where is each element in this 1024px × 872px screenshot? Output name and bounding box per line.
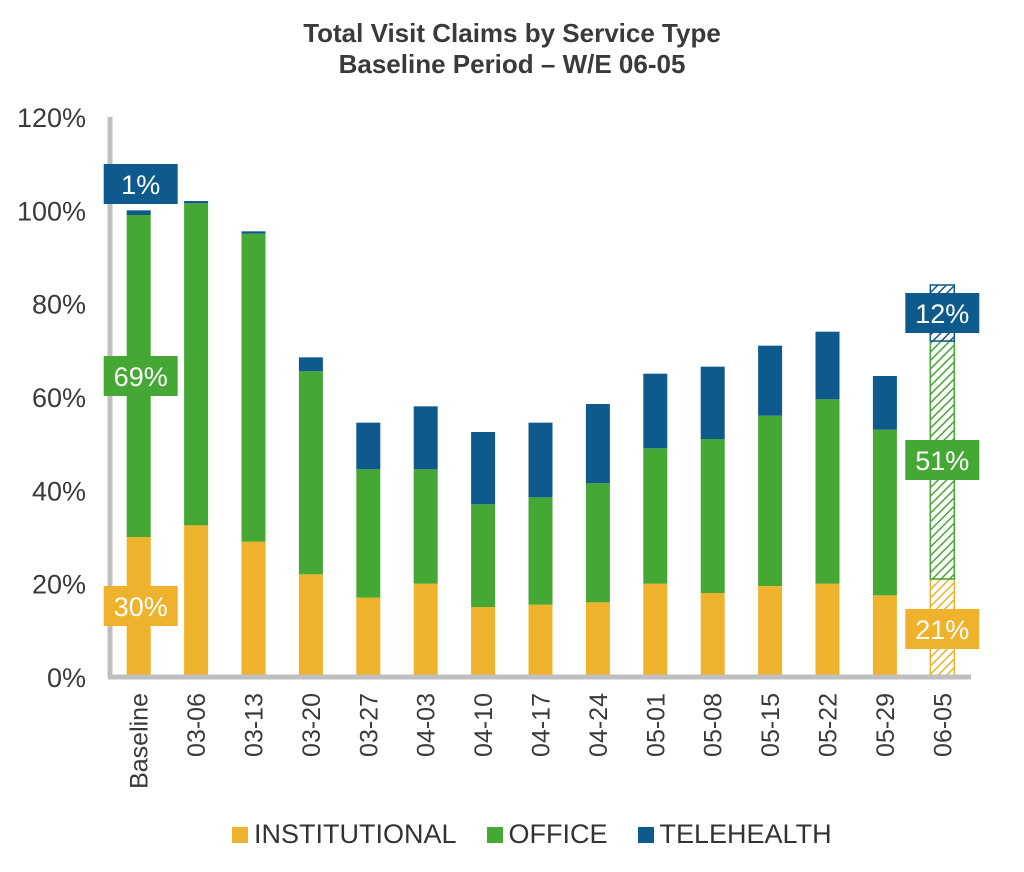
data-label-office-Baseline: 69% [103, 356, 178, 396]
y-tick-label: 100% [17, 196, 86, 226]
bar-telehealth-03-27 [356, 422, 381, 470]
y-tick-label: 120% [17, 103, 86, 133]
data-label-box [103, 164, 178, 204]
legend-item-telehealth: TELEHEALTH [637, 819, 832, 850]
bar-telehealth-05-29 [872, 376, 897, 430]
bar-telehealth-03-20 [298, 357, 323, 372]
bar-institutional-04-10 [471, 607, 496, 677]
legend-swatch-office [486, 826, 503, 843]
x-tick-label: 03-20 [298, 693, 326, 757]
legend-label-telehealth: TELEHEALTH [659, 819, 832, 849]
bar-institutional-05-08 [700, 593, 725, 677]
data-label-box [905, 609, 980, 649]
chart-subtitle: Baseline Period – W/E 06-05 [338, 49, 686, 79]
chart-title-main: Total Visit Claims by Service Type [303, 18, 721, 48]
bar-office-04-17 [528, 497, 553, 605]
bars-group [126, 201, 956, 678]
bar-office-05-22 [815, 399, 840, 584]
x-tick-label: 04-03 [413, 693, 441, 757]
legend-swatch-institutional [232, 826, 248, 843]
data-label-box [905, 293, 980, 333]
x-tick-label: 06-05 [929, 693, 957, 757]
x-tick-label: 05-15 [757, 693, 785, 757]
bar-institutional-04-03 [413, 583, 438, 677]
data-label-box [103, 586, 178, 626]
bar-office-04-24 [585, 483, 610, 603]
bar-institutional-05-29 [872, 595, 897, 677]
y-tick-label: 80% [32, 290, 86, 320]
x-tick-label: 04-10 [470, 693, 498, 757]
bar-institutional-04-24 [585, 602, 610, 677]
bar-institutional-03-27 [356, 597, 381, 677]
x-tick-label: 05-01 [642, 693, 670, 757]
data-label-telehealth-Baseline: 1% [103, 164, 178, 204]
chart-title: Total Visit Claims by Service Type Basel… [0, 18, 1024, 80]
bar-telehealth-03-06 [184, 201, 209, 204]
bar-institutional-04-17 [528, 604, 553, 677]
bar-telehealth-05-01 [643, 373, 668, 449]
data-label-text: 1% [121, 170, 160, 200]
legend-item-office: OFFICE [486, 819, 608, 850]
bar-institutional-03-13 [241, 541, 266, 677]
bar-office-05-29 [872, 429, 897, 596]
y-tick-label: 20% [32, 570, 86, 600]
bar-telehealth-04-17 [528, 422, 553, 498]
y-tick-label: 60% [32, 383, 86, 413]
bar-telehealth-05-22 [815, 331, 840, 400]
bar-telehealth-03-13 [241, 231, 266, 234]
y-tick-label: 0% [47, 663, 86, 693]
x-tick-label: 03-06 [183, 693, 211, 757]
data-label-text: 51% [915, 446, 969, 476]
x-tick-label: 05-08 [700, 693, 728, 757]
axes-group: 0% 20% 40% 60% 80% 100% 120% Baseline 03-06 03-13… [17, 103, 971, 789]
bar-institutional-03-06 [184, 525, 209, 677]
x-tick-label: 03-27 [355, 693, 383, 757]
data-label-institutional-06-05: 21% [905, 609, 980, 649]
bar-telehealth-04-10 [471, 432, 496, 505]
bar-office-03-27 [356, 469, 381, 598]
data-label-box [103, 356, 178, 396]
data-label-box [905, 440, 980, 480]
y-tick-label: 40% [32, 476, 86, 506]
bar-office-04-10 [471, 504, 496, 607]
x-tick-label: 05-22 [815, 693, 843, 757]
x-tick-label: 05-29 [872, 693, 900, 757]
x-tick-label: 03-13 [241, 693, 269, 757]
bar-office-05-08 [700, 439, 725, 593]
legend: INSTITUTIONAL OFFICE TELEHEALTH [232, 819, 862, 850]
data-label-office-06-05: 51% [905, 440, 980, 480]
bar-office-04-03 [413, 469, 438, 584]
stacked-bar-chart: 0% 20% 40% 60% 80% 100% 120% Baseline 03-06 03-13… [17, 103, 980, 789]
data-label-text: 69% [114, 362, 168, 392]
bar-telehealth-05-15 [758, 345, 783, 416]
bar-telehealth-Baseline [126, 210, 151, 215]
bar-telehealth-05-08 [700, 366, 725, 439]
bar-office-05-15 [758, 415, 783, 586]
bar-institutional-03-20 [298, 574, 323, 677]
x-tick-label: Baseline [126, 693, 154, 789]
data-labels-group: 30% 69% 1% 21% 51% 12% [103, 164, 980, 649]
legend-swatch-telehealth [637, 826, 654, 843]
legend-label-institutional: INSTITUTIONAL [254, 819, 457, 849]
bar-office-03-13 [241, 233, 266, 542]
data-label-telehealth-06-05: 12% [905, 293, 980, 333]
bar-office-03-06 [184, 203, 209, 526]
bar-telehealth-04-03 [413, 406, 438, 470]
bar-office-05-01 [643, 448, 668, 584]
data-label-text: 12% [915, 299, 969, 329]
data-label-text: 21% [915, 615, 969, 645]
bar-institutional-05-15 [758, 586, 783, 677]
legend-label-office: OFFICE [508, 819, 608, 849]
bar-office-03-20 [298, 371, 323, 575]
bar-institutional-05-01 [643, 583, 668, 677]
data-label-text: 30% [114, 592, 168, 622]
data-label-institutional-Baseline: 30% [103, 586, 178, 626]
x-tick-label: 04-24 [585, 693, 613, 757]
bar-telehealth-04-24 [585, 404, 610, 484]
x-tick-label: 04-17 [528, 693, 556, 757]
bar-institutional-05-22 [815, 583, 840, 677]
legend-item-institutional: INSTITUTIONAL [232, 819, 457, 850]
